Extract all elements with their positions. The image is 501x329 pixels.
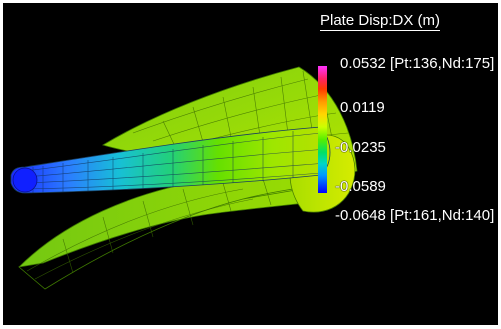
legend-min-value: -0.0648 [Pt:161,Nd:140] [335, 207, 495, 224]
main-cone-surface [10, 126, 331, 194]
legend-max-value: 0.0532 [Pt:136,Nd:175] [340, 55, 495, 72]
main-cone-mesh [24, 131, 328, 193]
legend-value-1: 0.0119 [340, 99, 385, 116]
cone-nose-tip [12, 167, 38, 193]
model-viewport[interactable]: Plate Disp:DX (m) 0.0532 [Pt:136,Nd:175]… [3, 3, 498, 325]
plate-model-render[interactable] [3, 3, 498, 325]
legend-title: Plate Disp:DX (m) [320, 12, 441, 31]
legend-value-3: -0.0589 [335, 178, 386, 195]
legend-value-2: -0.0235 [335, 139, 386, 156]
legend-color-bar [318, 66, 327, 193]
lower-wing-mesh [26, 178, 310, 280]
